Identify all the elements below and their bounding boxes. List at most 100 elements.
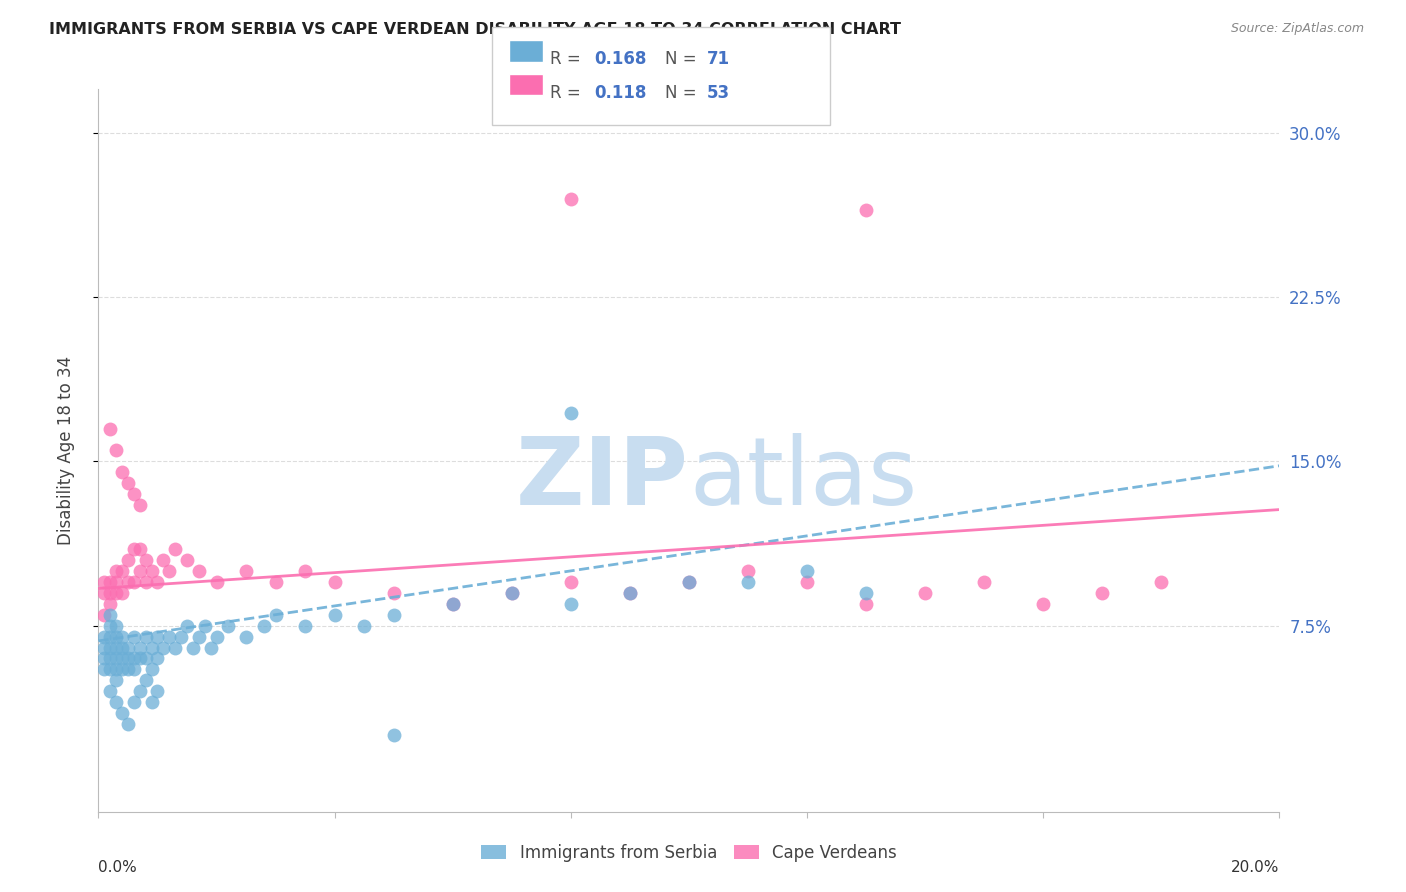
Point — [217, 618, 239, 632]
Point — [560, 192, 582, 206]
Point — [146, 651, 169, 665]
Point — [93, 630, 115, 644]
Point — [157, 564, 180, 578]
Point — [264, 607, 287, 622]
Text: ZIP: ZIP — [516, 434, 689, 525]
Point — [93, 586, 115, 600]
Point — [323, 574, 346, 589]
Point — [235, 630, 257, 644]
Point — [855, 597, 877, 611]
Point — [105, 443, 128, 458]
Point — [619, 586, 641, 600]
Point — [141, 564, 163, 578]
Point — [737, 564, 759, 578]
Point — [146, 574, 169, 589]
Point — [441, 597, 464, 611]
Point — [128, 541, 150, 556]
Text: atlas: atlas — [689, 434, 917, 525]
Point — [235, 564, 257, 578]
Point — [1032, 597, 1054, 611]
Point — [501, 586, 523, 600]
Point — [176, 553, 198, 567]
Text: 0.118: 0.118 — [595, 84, 647, 102]
Point — [141, 695, 163, 709]
Point — [98, 651, 121, 665]
Point — [98, 640, 121, 655]
Point — [382, 607, 405, 622]
Text: R =: R = — [550, 50, 586, 68]
Point — [117, 553, 139, 567]
Point — [117, 717, 139, 731]
Point — [152, 640, 174, 655]
Point — [855, 202, 877, 217]
Point — [170, 630, 193, 644]
Text: 53: 53 — [707, 84, 730, 102]
Point — [560, 597, 582, 611]
Point — [105, 618, 128, 632]
Point — [141, 640, 163, 655]
Point — [165, 640, 187, 655]
Point — [111, 564, 134, 578]
Point — [157, 630, 180, 644]
Point — [619, 586, 641, 600]
Point — [98, 662, 121, 676]
Text: R =: R = — [550, 84, 586, 102]
Point — [135, 574, 157, 589]
Point — [323, 607, 346, 622]
Point — [152, 553, 174, 567]
Point — [111, 586, 134, 600]
Point — [737, 574, 759, 589]
Point — [111, 640, 134, 655]
Point — [135, 651, 157, 665]
Text: 20.0%: 20.0% — [1232, 860, 1279, 875]
Point — [111, 706, 134, 721]
Point — [93, 640, 115, 655]
Point — [181, 640, 204, 655]
Point — [253, 618, 276, 632]
Point — [678, 574, 700, 589]
Point — [122, 487, 145, 501]
Point — [98, 684, 121, 698]
Point — [98, 630, 121, 644]
Point — [294, 618, 316, 632]
Point — [105, 574, 128, 589]
Point — [141, 662, 163, 676]
Point — [98, 586, 121, 600]
Point — [105, 651, 128, 665]
Point — [98, 618, 121, 632]
Y-axis label: Disability Age 18 to 34: Disability Age 18 to 34 — [56, 356, 75, 545]
Point — [105, 640, 128, 655]
Point — [501, 586, 523, 600]
Point — [105, 630, 128, 644]
Text: N =: N = — [665, 84, 702, 102]
Point — [135, 673, 157, 688]
Point — [98, 597, 121, 611]
Point — [128, 498, 150, 512]
Point — [1150, 574, 1173, 589]
Point — [111, 466, 134, 480]
Point — [855, 586, 877, 600]
Point — [122, 662, 145, 676]
Point — [353, 618, 375, 632]
Point — [128, 651, 150, 665]
Point — [128, 564, 150, 578]
Point — [200, 640, 222, 655]
Point — [105, 586, 128, 600]
Point — [796, 574, 818, 589]
Point — [122, 630, 145, 644]
Text: 0.0%: 0.0% — [98, 860, 138, 875]
Point — [122, 695, 145, 709]
Point — [187, 564, 209, 578]
Point — [187, 630, 209, 644]
Point — [973, 574, 995, 589]
Point — [111, 630, 134, 644]
Point — [117, 662, 139, 676]
Point — [128, 684, 150, 698]
Point — [914, 586, 936, 600]
Point — [382, 728, 405, 742]
Point — [176, 618, 198, 632]
Legend: Immigrants from Serbia, Cape Verdeans: Immigrants from Serbia, Cape Verdeans — [475, 837, 903, 869]
Point — [122, 541, 145, 556]
Point — [135, 630, 157, 644]
Point — [93, 662, 115, 676]
